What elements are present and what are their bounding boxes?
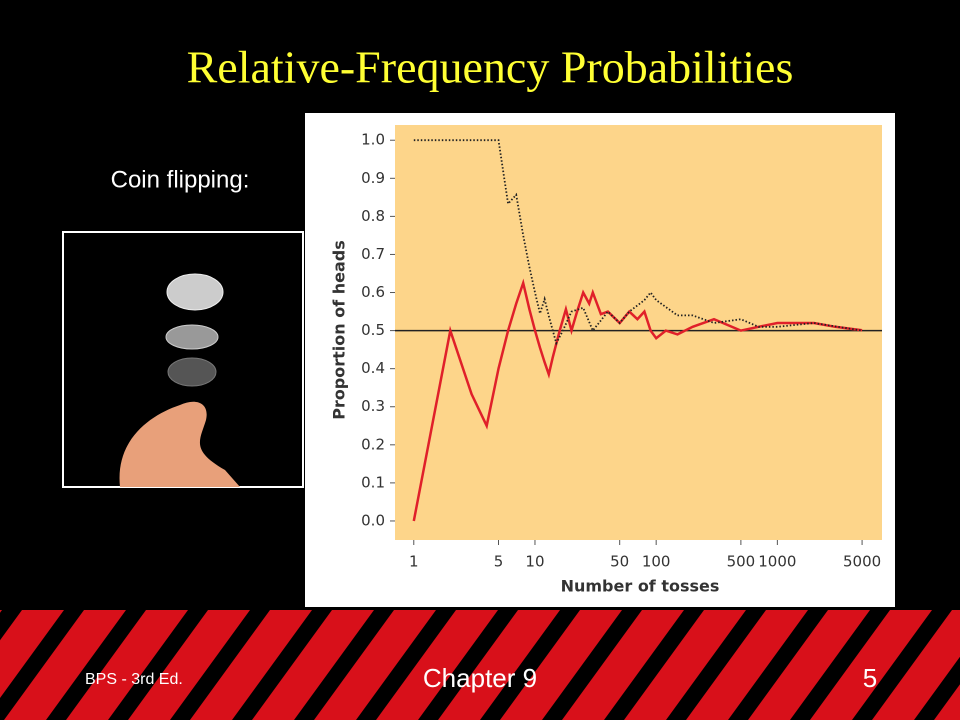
stripe [500,610,622,720]
stripe [190,610,312,720]
stripe [748,610,870,720]
y-tick-label: 0.1 [361,473,385,491]
stripe [0,610,64,698]
x-tick-label: 100 [642,553,671,571]
y-tick-label: 0.3 [361,397,385,415]
y-tick-label: 0.4 [361,359,385,377]
x-axis-title: Number of tosses [561,577,720,596]
x-tick-label: 1 [409,553,419,571]
y-tick-label: 0.0 [361,511,385,529]
y-tick-label: 0.5 [361,321,385,339]
stripe [686,610,808,720]
footer-left: BPS - 3rd Ed. [85,671,183,688]
y-tick-label: 0.7 [361,245,385,263]
stripe [252,610,374,720]
x-tick-label: 5000 [843,553,881,571]
stripe [128,610,250,720]
x-tick-label: 50 [610,553,629,571]
caption: Coin flipping: [111,166,250,193]
y-tick-label: 0.8 [361,207,385,225]
stripe [562,610,684,720]
footer-center: Chapter 9 [423,663,537,693]
chart: 0.0 0.1 0.2 0.3 0.4 0.5 0.6 0.7 0.8 0.9 1.0 1 5 10 50 1… [361,131,882,571]
series-line [412,278,863,522]
stripe [314,610,436,720]
stripe [0,610,2,613]
plot-area [395,125,882,540]
page-number: 5 [863,663,877,693]
y-tick-label: 0.6 [361,283,385,301]
series-line [413,139,863,346]
x-tick-label: 5 [494,553,504,571]
y-tick-label: 1.0 [361,131,385,149]
stripe [934,684,960,720]
stripe [872,610,960,720]
stripe [4,610,126,720]
y-tick-label: 0.2 [361,435,385,453]
x-tick-label: 500 [727,553,756,571]
stripe [66,610,188,720]
x-tick-label: 1000 [758,553,796,571]
stripe [810,610,932,720]
y-axis-title: Proportion of heads [330,240,349,420]
stripe [438,610,560,720]
stripe-band [0,610,960,720]
slide-title: Relative-Frequency Probabilities [187,42,794,93]
y-tick-label: 0.9 [361,169,385,187]
stripe [376,610,498,720]
coin-photo [62,231,304,488]
stripe [624,610,746,720]
x-tick-label: 10 [525,553,544,571]
